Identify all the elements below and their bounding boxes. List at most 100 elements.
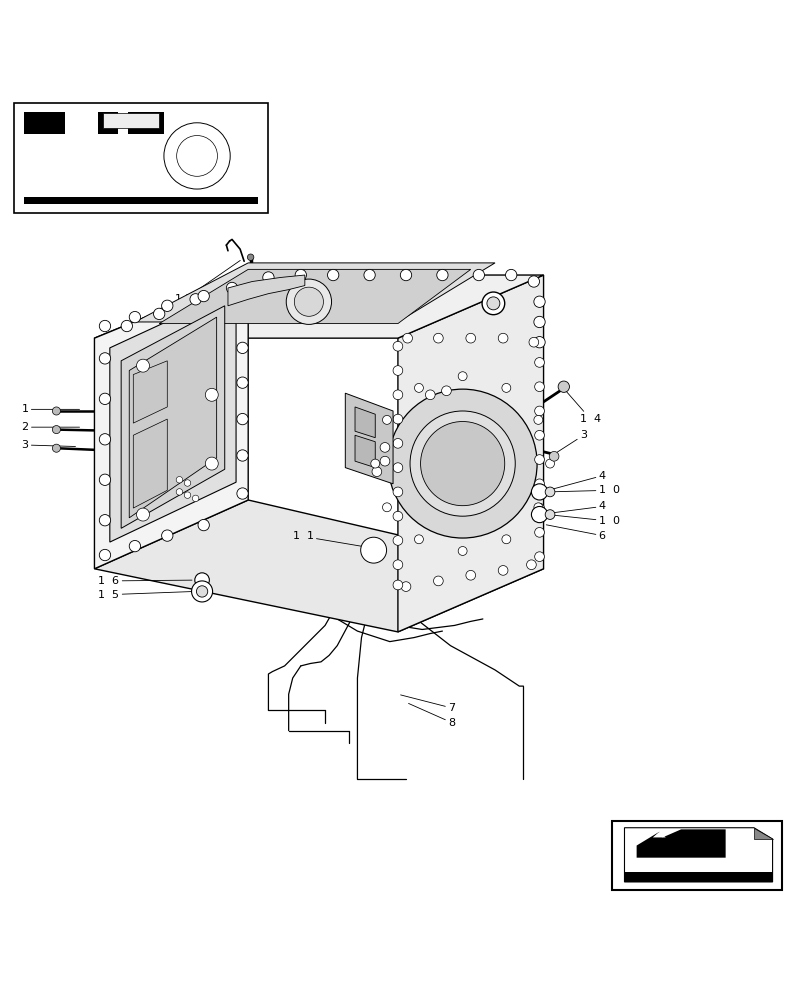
Circle shape (136, 508, 149, 521)
Circle shape (528, 337, 538, 347)
Circle shape (534, 406, 543, 416)
Circle shape (176, 489, 182, 495)
Circle shape (526, 560, 535, 570)
Polygon shape (121, 306, 225, 528)
Circle shape (534, 358, 543, 367)
Polygon shape (159, 269, 470, 324)
Text: 3: 3 (555, 430, 586, 453)
Circle shape (393, 511, 402, 521)
Circle shape (487, 297, 500, 310)
Polygon shape (397, 275, 543, 632)
Circle shape (393, 487, 402, 497)
Circle shape (286, 279, 331, 324)
Circle shape (237, 450, 248, 461)
Circle shape (393, 560, 402, 570)
Circle shape (410, 411, 515, 516)
Circle shape (388, 389, 536, 538)
Text: 1  2: 1 2 (505, 298, 540, 308)
Bar (166, 197, 258, 204)
Circle shape (414, 383, 423, 392)
Text: 9: 9 (433, 475, 452, 502)
Circle shape (533, 503, 542, 512)
Circle shape (527, 276, 539, 287)
Circle shape (237, 342, 248, 354)
Circle shape (534, 455, 543, 464)
Text: 4: 4 (547, 501, 605, 513)
Circle shape (176, 477, 182, 483)
Circle shape (482, 292, 504, 315)
Circle shape (545, 459, 554, 468)
Circle shape (99, 474, 110, 485)
Circle shape (498, 566, 508, 575)
Circle shape (530, 506, 547, 523)
Circle shape (533, 296, 544, 307)
Text: 8: 8 (408, 703, 455, 728)
Circle shape (557, 381, 569, 392)
Circle shape (466, 333, 475, 343)
Circle shape (161, 530, 173, 541)
Circle shape (498, 333, 508, 343)
Polygon shape (624, 872, 771, 882)
Circle shape (327, 269, 338, 281)
Text: 1  5: 1 5 (98, 590, 191, 600)
Polygon shape (354, 435, 375, 468)
Circle shape (393, 366, 402, 375)
Polygon shape (133, 361, 167, 423)
Text: 1  1: 1 1 (292, 531, 372, 548)
Text: 1  0: 1 0 (550, 515, 619, 526)
Circle shape (196, 586, 208, 597)
Circle shape (360, 537, 386, 563)
Polygon shape (228, 275, 304, 306)
Circle shape (534, 382, 543, 392)
Text: 3: 3 (22, 440, 75, 450)
Circle shape (393, 463, 402, 472)
Circle shape (371, 459, 380, 468)
Circle shape (544, 487, 554, 497)
Bar (128, 112, 164, 134)
Circle shape (136, 359, 149, 372)
Circle shape (393, 414, 402, 424)
Circle shape (129, 540, 140, 552)
Circle shape (153, 308, 165, 320)
Text: 2: 2 (175, 271, 246, 319)
Circle shape (205, 457, 218, 470)
Circle shape (380, 456, 389, 466)
Polygon shape (94, 275, 248, 569)
Text: 1  4: 1 4 (564, 389, 600, 424)
Circle shape (247, 254, 254, 260)
Bar (14, 103, 268, 213)
Text: 1  6: 1 6 (98, 576, 191, 586)
Text: 5: 5 (433, 489, 451, 518)
Circle shape (501, 383, 510, 392)
Circle shape (192, 495, 199, 502)
Circle shape (191, 581, 212, 602)
Text: 6: 6 (546, 525, 605, 541)
Circle shape (99, 434, 110, 445)
Circle shape (177, 136, 217, 176)
Text: 1: 1 (22, 404, 79, 414)
Circle shape (436, 269, 448, 281)
Text: 1  0: 1 0 (550, 485, 619, 495)
Circle shape (226, 282, 238, 294)
Circle shape (433, 333, 443, 343)
Circle shape (425, 390, 435, 400)
Circle shape (414, 535, 423, 544)
Polygon shape (652, 832, 665, 837)
Circle shape (548, 451, 558, 461)
Circle shape (505, 269, 517, 281)
Circle shape (382, 503, 391, 512)
Circle shape (237, 488, 248, 499)
Circle shape (99, 353, 110, 364)
Circle shape (99, 549, 110, 561)
Circle shape (52, 426, 60, 434)
Circle shape (205, 388, 218, 401)
Circle shape (99, 320, 110, 332)
Circle shape (534, 503, 543, 513)
Circle shape (129, 311, 140, 323)
Bar (24, 112, 64, 134)
Circle shape (393, 438, 402, 448)
Circle shape (99, 515, 110, 526)
Text: 1 7: 1 7 (175, 260, 240, 304)
Circle shape (161, 300, 173, 311)
Circle shape (198, 519, 209, 531)
